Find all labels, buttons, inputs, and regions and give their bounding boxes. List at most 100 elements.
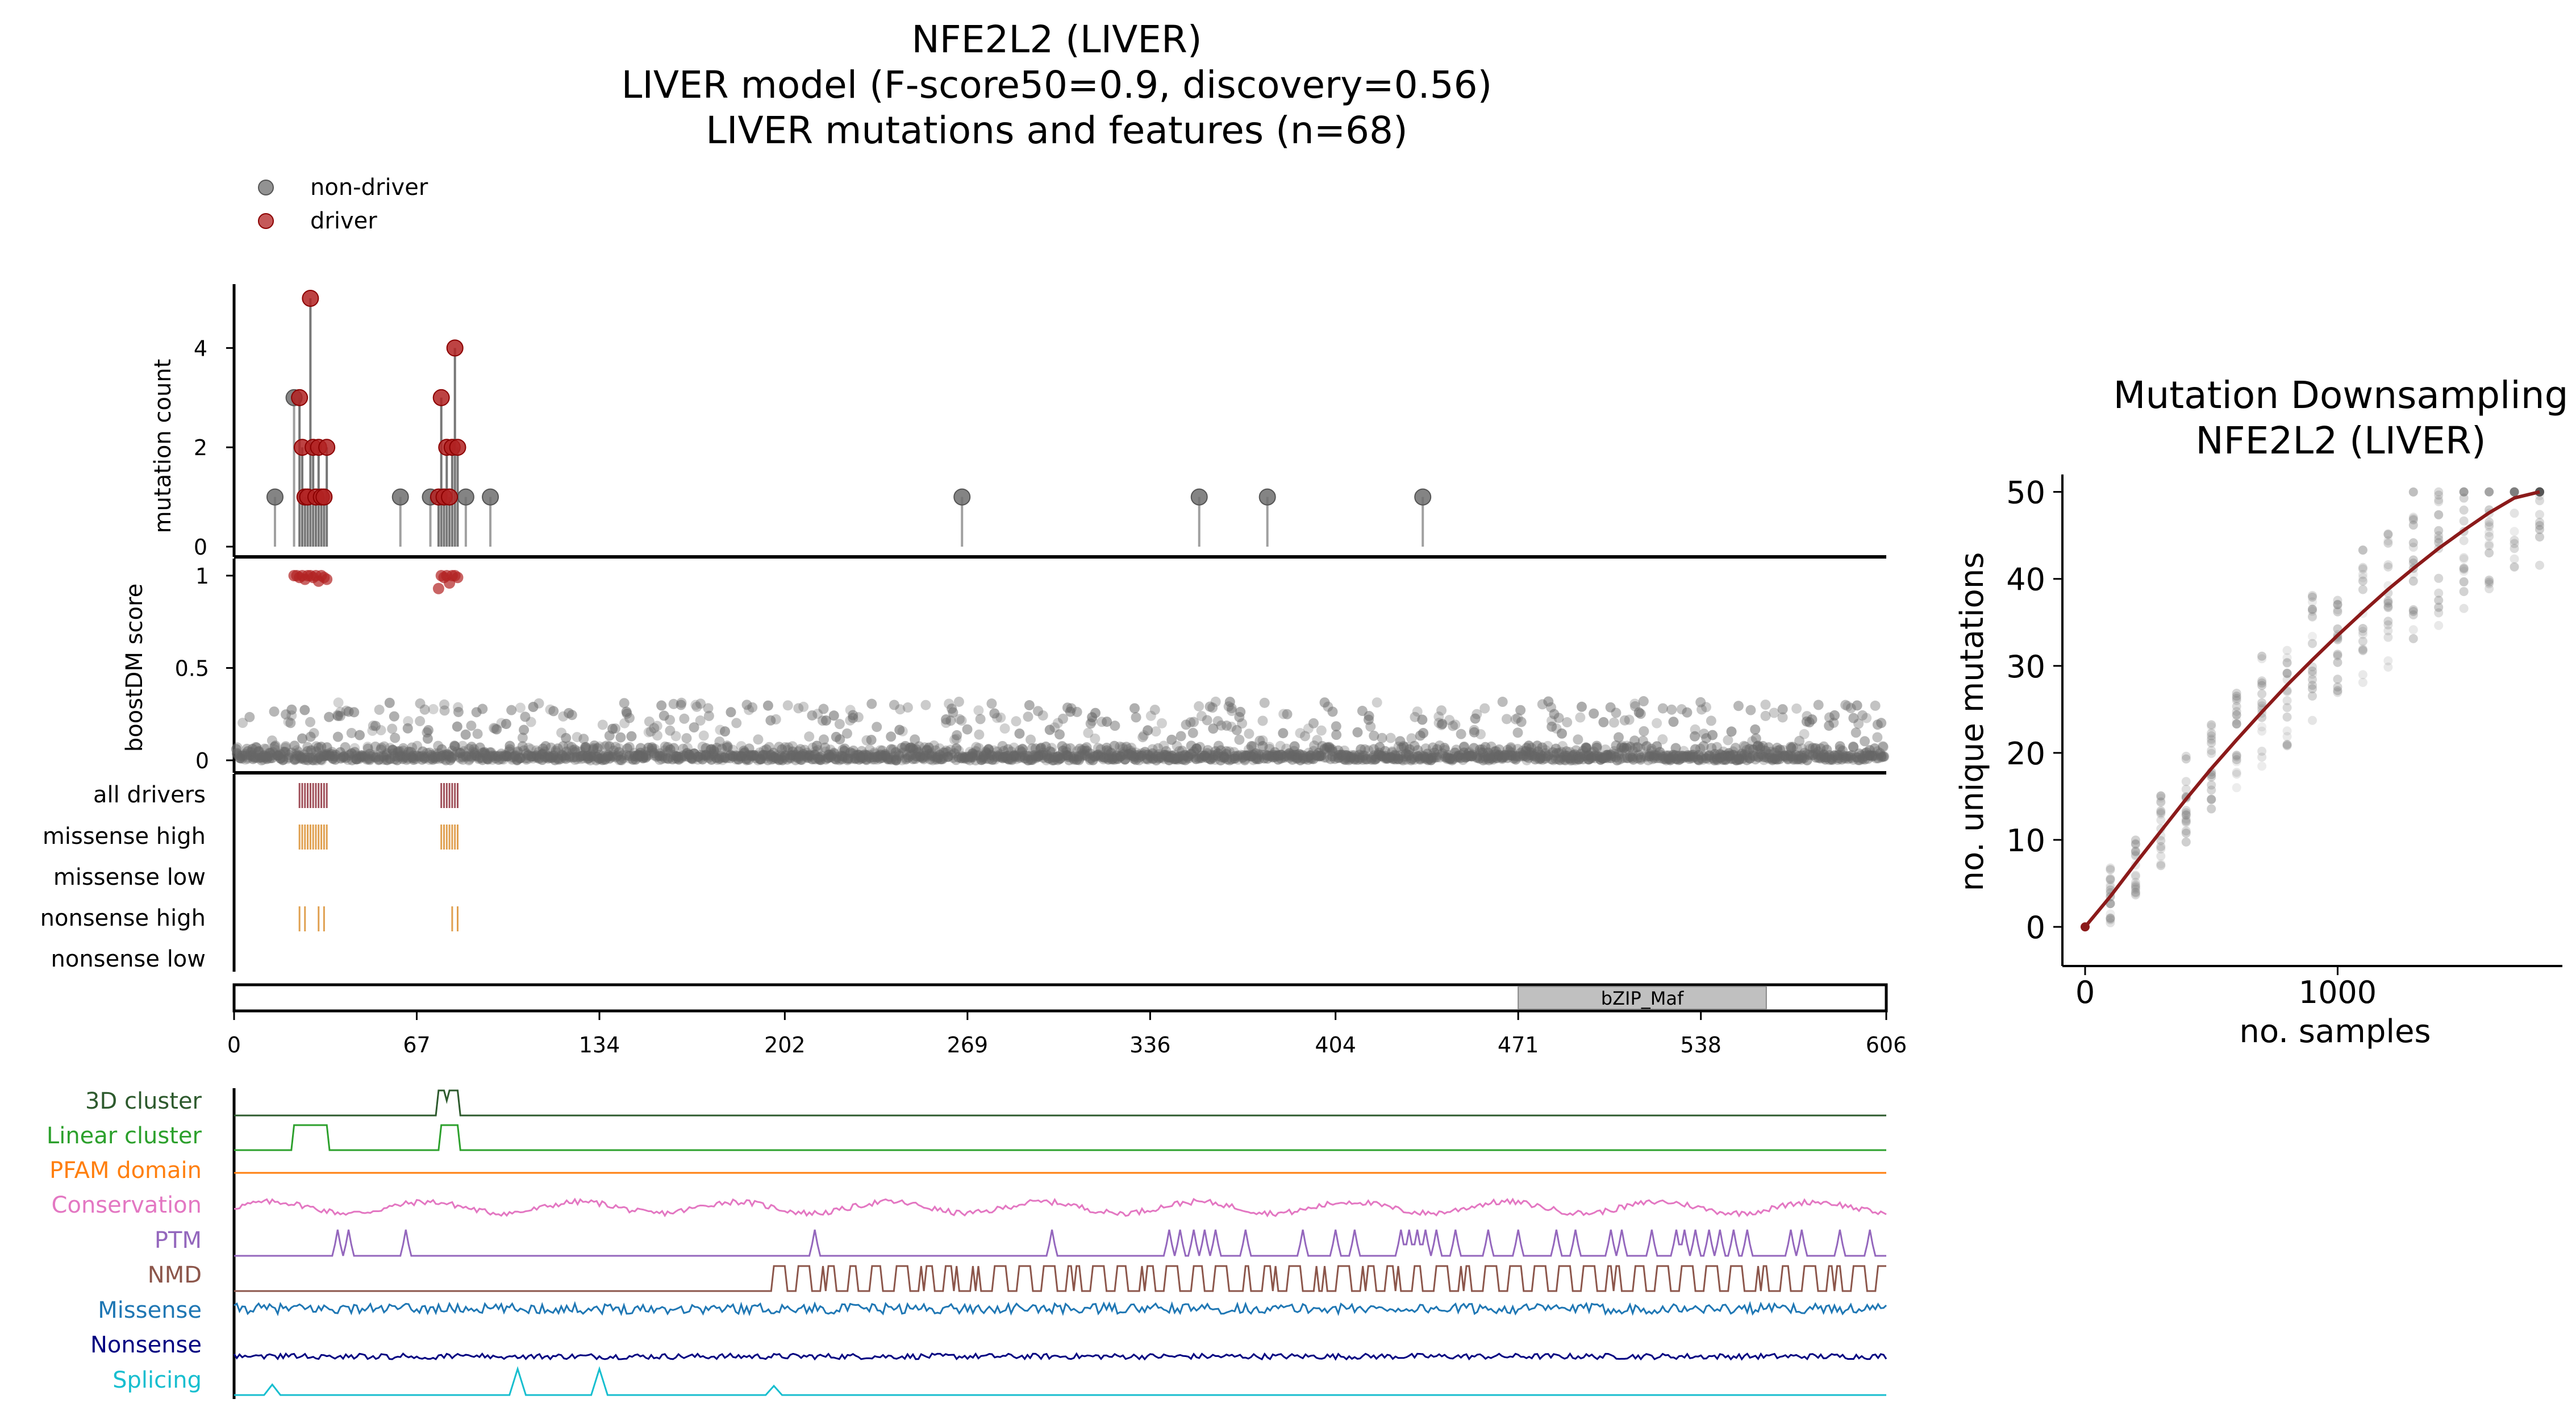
boostdm-background-point bbox=[1641, 752, 1652, 763]
boostdm-background-point bbox=[423, 725, 433, 735]
boostdm-background-point bbox=[926, 748, 937, 759]
boostdm-background-point bbox=[526, 751, 537, 762]
boostdm-background-point bbox=[1745, 753, 1756, 764]
boostdm-background-point bbox=[708, 750, 719, 761]
boostdm-background-point bbox=[866, 698, 877, 709]
boostdm-background-point bbox=[1448, 721, 1458, 731]
boostdm-background-point bbox=[1612, 755, 1623, 765]
boostdm-background-point bbox=[1257, 741, 1268, 752]
downsampling-sample-point bbox=[2282, 726, 2292, 736]
boostdm-background-point bbox=[1750, 733, 1761, 744]
boostdm-background-point bbox=[1363, 714, 1374, 725]
boostdm-background-point bbox=[520, 711, 531, 722]
downsampling-sample-point bbox=[2181, 806, 2191, 815]
boostdm-background-point bbox=[376, 742, 387, 753]
boostdm-background-point bbox=[1195, 742, 1206, 752]
boostdm-background-point bbox=[1222, 721, 1232, 731]
boostdm-background-point bbox=[883, 754, 894, 765]
downsampling-sample-point bbox=[2257, 654, 2267, 664]
boostdm-background-point bbox=[1635, 743, 1646, 754]
boostdm-background-point bbox=[1750, 724, 1761, 735]
track-label-3d-cluster: 3D cluster bbox=[85, 1088, 202, 1114]
boostdm-background-point bbox=[668, 698, 679, 709]
downsampling-sample-point bbox=[2308, 592, 2317, 602]
boostdm-background-point bbox=[551, 747, 561, 758]
boostdm-background-point bbox=[1432, 750, 1443, 760]
boostdm-background-point bbox=[370, 721, 381, 731]
boostdm-background-point bbox=[1575, 752, 1586, 763]
boostdm-background-point bbox=[1641, 741, 1652, 752]
boostdm-background-point bbox=[1052, 718, 1063, 728]
boostdm-background-point bbox=[1074, 755, 1085, 765]
boostdm-background-point bbox=[567, 752, 578, 763]
downsampling-sample-point bbox=[2434, 621, 2444, 630]
boostdm-background-point bbox=[1362, 754, 1373, 765]
boostdm-background-point bbox=[1690, 731, 1700, 742]
boostdm-background-point bbox=[953, 696, 964, 707]
boostdm-background-point bbox=[1736, 750, 1747, 761]
boostdm-background-point bbox=[564, 707, 574, 718]
boostdm-background-point bbox=[1072, 755, 1082, 765]
boostdm-background-point bbox=[1540, 745, 1551, 756]
boostdm-background-point bbox=[453, 706, 464, 717]
boostdm-background-point bbox=[973, 705, 984, 716]
boostdm-background-point bbox=[951, 743, 962, 754]
boostdm-background-point bbox=[505, 740, 515, 751]
main-title-line3: LIVER mutations and features (n=68) bbox=[706, 109, 1408, 152]
boostdm-background-point bbox=[506, 705, 517, 715]
boostdm-background-point bbox=[1166, 734, 1177, 745]
boostdm-background-point bbox=[237, 718, 248, 728]
track-3d-cluster-line bbox=[234, 1089, 1886, 1117]
downsampling-sample-point bbox=[2510, 544, 2519, 553]
protein-xtick-label: 202 bbox=[764, 1033, 806, 1058]
boostdm-background-point bbox=[1172, 740, 1182, 751]
boostdm-background-point bbox=[616, 755, 627, 765]
boostdm-background-point bbox=[1512, 713, 1523, 723]
boostdm-background-point bbox=[1752, 741, 1763, 752]
boostdm-background-point bbox=[439, 699, 450, 710]
boostdm-background-point bbox=[719, 726, 730, 737]
boostdm-background-point bbox=[1044, 725, 1055, 735]
protein-xtick-label: 404 bbox=[1315, 1033, 1356, 1058]
boostdm-background-point bbox=[1212, 716, 1223, 727]
boostdm-background-point bbox=[652, 751, 662, 761]
boostdm-background-point bbox=[1412, 706, 1423, 717]
downsampling-sample-point bbox=[2485, 487, 2494, 497]
boostdm-background-point bbox=[1404, 744, 1415, 755]
boostdm-background-point bbox=[1639, 726, 1649, 736]
boostdm-background-point bbox=[1153, 743, 1164, 753]
boostdm-background-point bbox=[566, 710, 577, 721]
boostdm-background-point bbox=[1549, 709, 1560, 719]
boostdm-background-point bbox=[517, 732, 528, 743]
boostdm-y-label: boostDM score bbox=[122, 584, 148, 752]
boostdm-background-point bbox=[370, 741, 381, 752]
boostdm-background-point bbox=[457, 751, 468, 762]
boostdm-background-point bbox=[491, 724, 502, 735]
boostdm-background-point bbox=[455, 752, 465, 763]
boostdm-background-point bbox=[1622, 740, 1632, 751]
downsampling-sample-point bbox=[2408, 555, 2418, 565]
boostdm-background-point bbox=[669, 743, 680, 753]
boostdm-background-point bbox=[948, 707, 958, 718]
boostdm-background-point bbox=[551, 752, 561, 763]
lollipop-ytick-label: 2 bbox=[194, 435, 207, 460]
boostdm-background-point bbox=[708, 744, 719, 755]
boostdm-background-point bbox=[1575, 712, 1586, 723]
boostdm-background-point bbox=[1444, 715, 1455, 726]
boostdm-background-point bbox=[731, 718, 742, 728]
downsampling-sample-point bbox=[2207, 780, 2216, 790]
downsampling-ytick-label: 20 bbox=[2006, 736, 2045, 772]
boostdm-background-point bbox=[1261, 750, 1272, 760]
boostdm-background-point bbox=[1760, 710, 1771, 721]
boostdm-background-point bbox=[1637, 735, 1648, 746]
boostdm-background-point bbox=[866, 735, 877, 746]
downsampling-panel: Mutation Downsampling NFE2L2 (LIVER) 0 10… bbox=[1954, 373, 2568, 1050]
boostdm-background-point bbox=[1289, 741, 1300, 752]
boostdm-background-point bbox=[1643, 755, 1654, 765]
boostdm-background-point bbox=[1635, 754, 1646, 765]
downsampling-ytick-label: 40 bbox=[2006, 562, 2045, 598]
boostdm-background-point bbox=[654, 751, 665, 761]
protein-xtick-label: 538 bbox=[1680, 1033, 1721, 1058]
boostdm-background-point bbox=[951, 734, 962, 744]
boostdm-background-point bbox=[793, 703, 804, 714]
